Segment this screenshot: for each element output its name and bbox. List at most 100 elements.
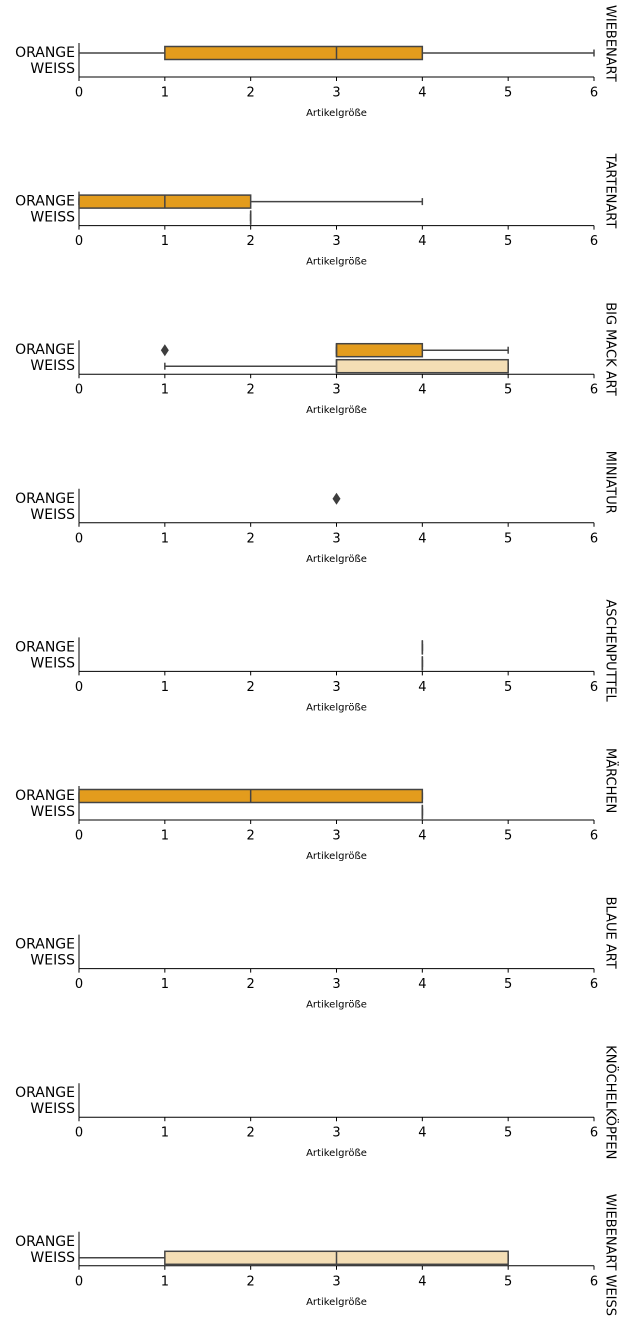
x-tick-label: 5 (504, 680, 512, 695)
x-tick-label: 3 (332, 829, 340, 844)
x-tick-label: 2 (247, 829, 255, 844)
panel-title: ASCHENPUTTEL (603, 599, 618, 702)
x-tick-label: 4 (418, 680, 426, 695)
panel-title: MINIATUR (603, 451, 618, 514)
y-tick-label: WEISS (30, 1250, 75, 1266)
x-tick-label: 1 (161, 234, 169, 249)
x-tick-label: 0 (75, 1274, 83, 1289)
x-tick-label: 6 (590, 680, 598, 695)
x-axis-label: Artikelgröße (306, 405, 367, 416)
y-tick-label: ORANGE (15, 1234, 75, 1250)
x-tick-label: 6 (590, 1274, 598, 1289)
x-tick-label: 6 (590, 977, 598, 992)
y-tick-label: WEISS (30, 507, 75, 523)
x-axis-label: Artikelgröße (306, 1148, 367, 1159)
x-tick-label: 2 (247, 234, 255, 249)
x-tick-label: 2 (247, 531, 255, 546)
y-tick-label: ORANGE (15, 788, 75, 804)
x-tick-label: 2 (247, 86, 255, 101)
x-tick-label: 4 (418, 1126, 426, 1141)
outlier (160, 344, 169, 357)
panel-title: TARTENART (603, 153, 618, 229)
x-tick-label: 6 (590, 829, 598, 844)
x-tick-label: 5 (504, 86, 512, 101)
y-tick-label: ORANGE (15, 1085, 75, 1101)
x-tick-label: 6 (590, 383, 598, 398)
x-tick-label: 5 (504, 383, 512, 398)
x-tick-label: 1 (161, 1126, 169, 1141)
y-tick-label: ORANGE (15, 194, 75, 210)
x-tick-label: 0 (75, 1126, 83, 1141)
x-tick-label: 0 (75, 829, 83, 844)
x-axis-label: Artikelgröße (306, 702, 367, 713)
x-axis-label: Artikelgröße (306, 554, 367, 565)
x-tick-label: 0 (75, 680, 83, 695)
x-tick-label: 5 (504, 531, 512, 546)
x-tick-label: 0 (75, 86, 83, 101)
y-tick-label: WEISS (30, 358, 75, 374)
x-tick-label: 1 (161, 86, 169, 101)
x-tick-label: 4 (418, 1274, 426, 1289)
x-tick-label: 4 (418, 829, 426, 844)
x-axis-label: Artikelgröße (306, 257, 367, 268)
x-axis-label: Artikelgröße (306, 851, 367, 862)
y-tick-label: WEISS (30, 804, 75, 820)
x-tick-label: 3 (332, 86, 340, 101)
x-axis-label: Artikelgröße (306, 1297, 367, 1308)
y-tick-label: WEISS (30, 61, 75, 77)
x-axis-label: Artikelgröße (306, 108, 367, 119)
x-tick-label: 0 (75, 383, 83, 398)
x-tick-label: 4 (418, 383, 426, 398)
x-tick-label: 1 (161, 829, 169, 844)
x-tick-label: 6 (590, 234, 598, 249)
y-tick-label: ORANGE (15, 342, 75, 358)
x-axis-label: Artikelgröße (306, 1000, 367, 1011)
x-tick-label: 2 (247, 383, 255, 398)
x-tick-label: 3 (332, 1274, 340, 1289)
x-tick-label: 3 (332, 234, 340, 249)
x-tick-label: 2 (247, 977, 255, 992)
y-tick-label: ORANGE (15, 491, 75, 507)
x-tick-label: 0 (75, 234, 83, 249)
x-tick-label: 3 (332, 680, 340, 695)
box (335, 358, 509, 374)
x-tick-label: 6 (590, 86, 598, 101)
panel-title: WIEBENART (603, 5, 618, 82)
y-tick-label: ORANGE (15, 45, 75, 61)
x-tick-label: 4 (418, 86, 426, 101)
x-tick-label: 6 (590, 1126, 598, 1141)
x-tick-label: 1 (161, 977, 169, 992)
x-tick-label: 1 (161, 383, 169, 398)
panel-title: WIEBENART WEISS (603, 1194, 618, 1316)
y-tick-label: WEISS (30, 953, 75, 969)
x-tick-label: 3 (332, 531, 340, 546)
x-tick-label: 5 (504, 977, 512, 992)
x-tick-label: 4 (418, 531, 426, 546)
x-tick-label: 2 (247, 1126, 255, 1141)
x-tick-label: 1 (161, 531, 169, 546)
box (164, 45, 424, 61)
y-tick-label: WEISS (30, 1101, 75, 1117)
x-tick-label: 3 (332, 383, 340, 398)
x-tick-label: 0 (75, 977, 83, 992)
x-tick-label: 0 (75, 531, 83, 546)
y-tick-label: WEISS (30, 655, 75, 671)
x-tick-label: 4 (418, 977, 426, 992)
x-tick-label: 5 (504, 829, 512, 844)
x-tick-label: 3 (332, 1126, 340, 1141)
x-tick-label: 4 (418, 234, 426, 249)
y-tick-label: ORANGE (15, 639, 75, 655)
panel-title: MÄRCHEN (603, 748, 619, 813)
panel-title: BIG MACK ART (603, 302, 618, 396)
x-tick-label: 1 (161, 680, 169, 695)
y-tick-label: ORANGE (15, 937, 75, 953)
x-tick-label: 2 (247, 680, 255, 695)
x-tick-label: 5 (504, 1274, 512, 1289)
box (335, 342, 424, 358)
x-tick-label: 3 (332, 977, 340, 992)
outlier (332, 492, 341, 505)
panel-title: BLAUE ART (603, 897, 618, 969)
x-tick-label: 5 (504, 234, 512, 249)
x-tick-label: 6 (590, 531, 598, 546)
